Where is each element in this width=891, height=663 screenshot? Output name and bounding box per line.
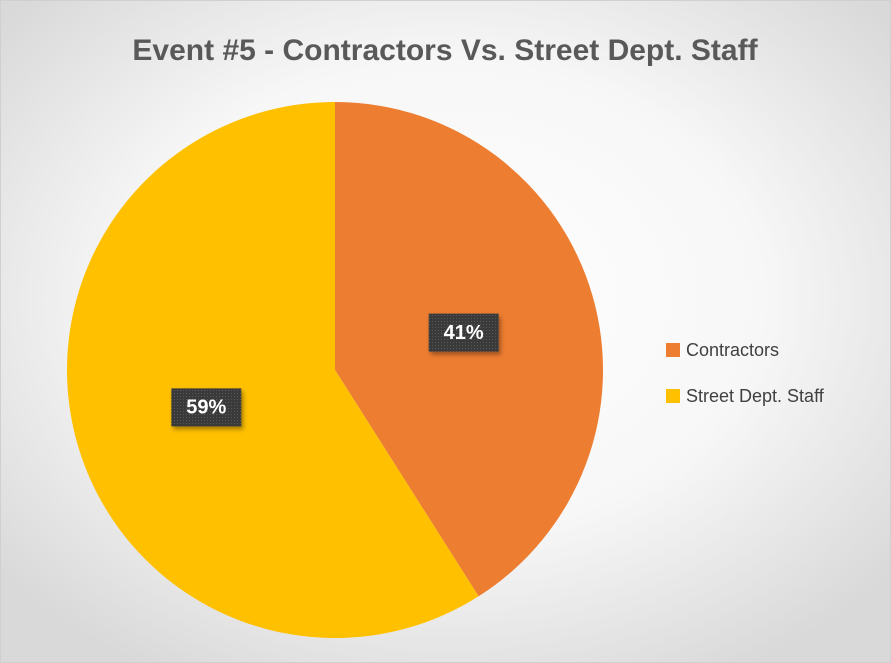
data-label: 59% <box>186 397 226 419</box>
data-label-box <box>171 388 242 427</box>
legend-label: Street Dept. Staff <box>686 386 825 406</box>
legend-label: Contractors <box>686 340 779 360</box>
pie <box>67 102 604 638</box>
data-label-box <box>428 313 499 352</box>
legend: Contractors Street Dept. Staff <box>666 340 825 406</box>
chart-title: Event #5 - Contractors Vs. Street Dept. … <box>132 34 758 67</box>
pie-slice <box>67 102 479 638</box>
data-labels: 41% 59% <box>171 313 499 427</box>
data-label: 41% <box>444 322 484 344</box>
legend-swatch <box>666 343 680 357</box>
legend-swatch <box>666 389 680 403</box>
